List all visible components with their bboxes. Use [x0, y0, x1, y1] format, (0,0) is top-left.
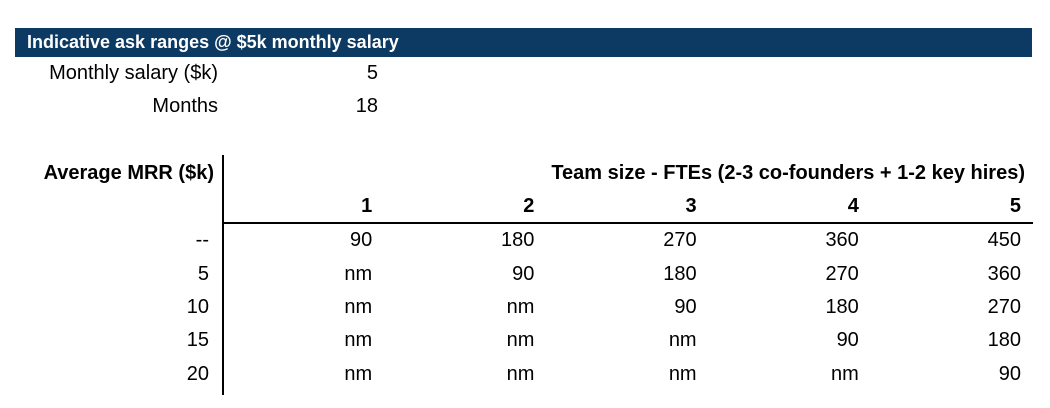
table-cell[interactable]: 450	[987, 229, 1022, 252]
table-row: 10 nm nm 90 180 270	[15, 291, 1033, 324]
table-cell[interactable]: nm	[344, 362, 373, 385]
table-row: -- 90 180 270 360 450	[15, 224, 1033, 257]
page-title: Indicative ask ranges @ $5k monthly sala…	[27, 32, 399, 52]
table-cell[interactable]: 360	[825, 229, 859, 252]
row-header: 10	[186, 295, 209, 318]
table-cell[interactable]: 180	[663, 262, 697, 285]
table-cell[interactable]: 270	[825, 262, 859, 285]
table-cell[interactable]: nm	[506, 295, 535, 318]
sensitivity-table: Average MRR ($k) Team size - FTEs (2-3 c…	[15, 155, 1033, 391]
table-cell[interactable]: 90	[512, 262, 535, 285]
axis-header-row: Average MRR ($k) Team size - FTEs (2-3 c…	[15, 155, 1033, 191]
row-header: --	[195, 229, 209, 252]
table-cell[interactable]: 360	[987, 262, 1022, 285]
param-value-months[interactable]: 18	[355, 95, 378, 117]
column-header-3: 3	[685, 195, 697, 217]
table-cell[interactable]: 90	[674, 295, 697, 318]
param-row-months: Months 18	[15, 90, 378, 123]
table-cell[interactable]: 270	[663, 229, 697, 252]
column-header-5: 5	[1009, 195, 1022, 217]
table-cell[interactable]: nm	[344, 329, 373, 352]
table-cell[interactable]: 180	[825, 295, 859, 318]
param-label-months: Months	[152, 95, 218, 117]
column-header-row: 1 2 3 4 5	[222, 191, 1033, 224]
table-cell[interactable]: nm	[831, 362, 859, 385]
table-cell[interactable]: 270	[987, 295, 1022, 318]
row-header: 20	[186, 362, 209, 385]
table-row: 15 nm nm nm 90 180	[15, 324, 1033, 357]
row-header: 5	[197, 262, 209, 285]
row-axis-label: Average MRR ($k)	[43, 161, 214, 184]
table-cell[interactable]: 90	[836, 329, 859, 352]
table-vertical-rule	[222, 155, 224, 395]
table-cell[interactable]: nm	[668, 329, 697, 352]
column-header-2: 2	[523, 195, 535, 217]
title-bar: Indicative ask ranges @ $5k monthly sala…	[15, 28, 1032, 57]
table-cell[interactable]: 90	[998, 362, 1022, 385]
table-cell[interactable]: 180	[987, 329, 1022, 352]
table-row: 5 nm 90 180 270 360	[15, 257, 1033, 290]
table-cell[interactable]: 90	[349, 229, 373, 252]
column-header-4: 4	[847, 195, 859, 217]
table-row: 20 nm nm nm nm 90	[15, 358, 1033, 391]
table-cell[interactable]: nm	[668, 362, 697, 385]
row-header: 15	[186, 329, 209, 352]
param-row-monthly-salary: Monthly salary ($k) 5	[15, 57, 378, 90]
table-cell[interactable]: nm	[344, 295, 373, 318]
column-header-1: 1	[361, 195, 373, 217]
table-cell[interactable]: 180	[501, 229, 535, 252]
param-value-monthly-salary[interactable]: 5	[366, 62, 378, 84]
table-cell[interactable]: nm	[506, 362, 535, 385]
col-axis-label: Team size - FTEs (2-3 co-founders + 1-2 …	[551, 161, 1025, 184]
table-cell[interactable]: nm	[344, 262, 373, 285]
table-cell[interactable]: nm	[506, 329, 535, 352]
param-label-monthly-salary: Monthly salary ($k)	[49, 62, 218, 84]
